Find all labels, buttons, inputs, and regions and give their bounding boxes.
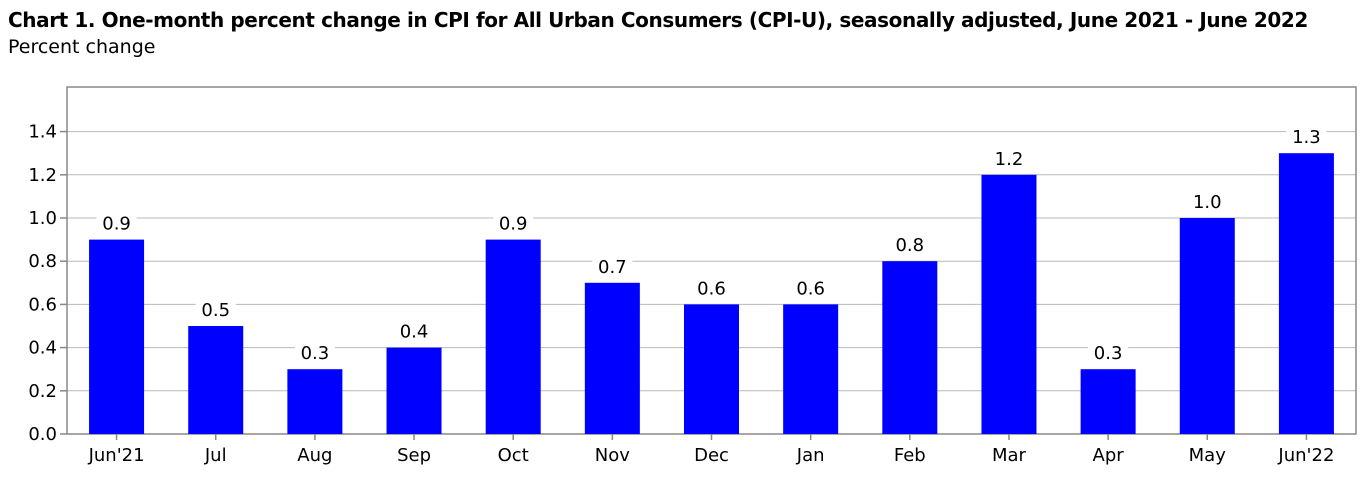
x-tick-label: Aug [297, 445, 332, 466]
x-tick-label: Jun'21 [88, 445, 145, 466]
data-label: 0.9 [499, 214, 528, 235]
data-label: 0.3 [1094, 343, 1123, 364]
data-label: 0.6 [697, 278, 726, 299]
bar [684, 304, 739, 434]
bar [1080, 369, 1136, 434]
data-label-bg [1187, 190, 1228, 214]
bar [783, 304, 839, 434]
x-tick-label: May [1189, 445, 1227, 466]
y-tick-label: 0.0 [28, 424, 57, 445]
bar [188, 326, 244, 434]
bar [1278, 153, 1334, 434]
data-labels: 0.9 0.5 0.3 0.4 0.9 0.7 0.6 0.6 0.8 1.2 0.3 1.0 1.3 [96, 125, 1327, 366]
y-tick-label: 1.2 [28, 165, 57, 186]
chart-title: Chart 1. One-month percent change in CPI… [8, 8, 1308, 32]
y-tick-label: 1.0 [28, 208, 57, 229]
data-label-bg [96, 211, 137, 236]
x-tick-label: Mar [992, 445, 1027, 466]
x-tick-label: Jan [796, 445, 825, 466]
x-tick-label: Sep [397, 445, 431, 466]
data-label-bg [294, 341, 335, 366]
data-label-bg [691, 276, 732, 301]
x-tick-label: Nov [595, 445, 630, 466]
x-axis-ticks: Jun'21 Jul Aug Sep Oct Nov Dec Jan Feb Mar Apr May J… [88, 434, 1334, 466]
bar [584, 282, 640, 434]
data-label: 1.0 [1193, 192, 1222, 213]
data-label: 0.9 [102, 214, 131, 235]
y-tick-label: 0.6 [28, 294, 57, 315]
bar [89, 239, 145, 434]
bars [89, 153, 1334, 435]
x-tick-label: Oct [498, 445, 529, 466]
x-tick-label: Jul [204, 445, 227, 466]
data-label: 0.6 [796, 278, 825, 299]
data-label-bg [195, 298, 236, 322]
data-label: 1.3 [1292, 127, 1321, 148]
data-label: 0.4 [400, 322, 429, 343]
y-tick-label: 0.2 [28, 381, 57, 402]
x-tick-label: Dec [694, 445, 729, 466]
y-tick-label: 0.8 [28, 251, 57, 272]
data-label-bg [1088, 341, 1129, 366]
bar [485, 239, 541, 434]
x-tick-label: Apr [1093, 445, 1125, 466]
y-axis-label: Percent change [8, 36, 156, 58]
data-label: 0.8 [895, 235, 924, 256]
x-tick-label: Feb [894, 445, 926, 466]
data-label: 0.3 [301, 343, 330, 364]
bar [882, 261, 938, 434]
data-label-bg [889, 233, 930, 258]
data-label-bg [790, 276, 831, 301]
y-tick-label: 0.4 [28, 338, 57, 359]
bar [287, 369, 343, 434]
bar [386, 347, 442, 434]
data-label-bg [394, 319, 435, 344]
y-axis-ticks: 0.0 0.2 0.4 0.6 0.8 1.0 1.2 1.4 [28, 122, 67, 445]
x-tick-label: Jun'22 [1277, 445, 1334, 466]
data-label-bg [493, 211, 534, 236]
data-label-bg [592, 254, 633, 279]
bar [1179, 218, 1235, 434]
y-tick-label: 1.4 [28, 122, 57, 143]
data-label-bg [988, 146, 1029, 171]
data-label: 0.7 [598, 257, 627, 278]
data-label: 1.2 [995, 149, 1024, 170]
bar [981, 174, 1037, 435]
data-label-bg [1286, 125, 1327, 150]
data-label: 0.5 [201, 300, 230, 321]
